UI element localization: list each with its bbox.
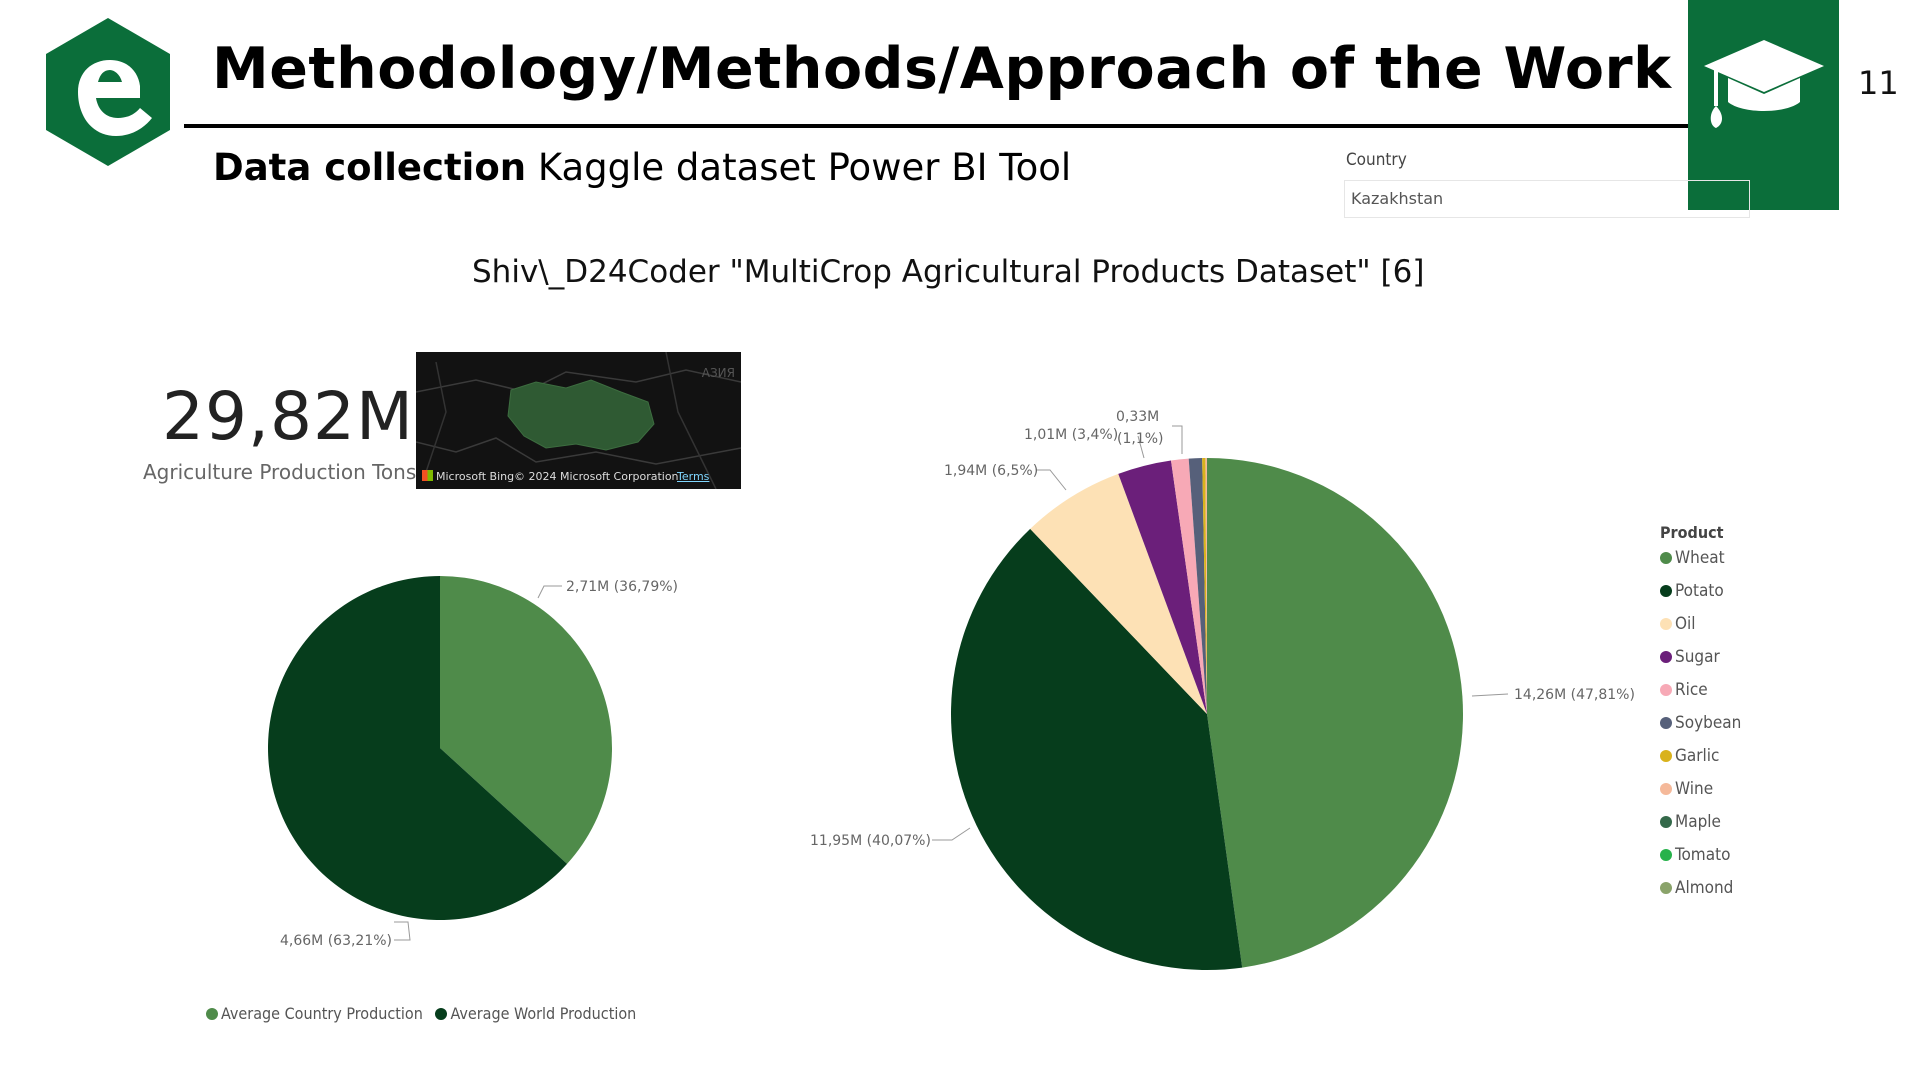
section-subtitle: Data collection Kaggle dataset Power BI … — [213, 146, 1071, 189]
legend-label: Almond — [1675, 878, 1734, 898]
leader-line — [1172, 425, 1183, 454]
pie-slice-rice[interactable] — [1170, 458, 1207, 714]
subtitle-rest: Kaggle dataset Power BI Tool — [526, 146, 1072, 189]
map-shapes — [416, 352, 741, 489]
data-label: (1,1%) — [1117, 431, 1164, 447]
legend-dot — [1660, 717, 1672, 729]
legend-item-garlic[interactable]: Garlic — [1660, 746, 1741, 779]
legend-item-country[interactable]: Average Country Production — [206, 1004, 423, 1023]
leader-line — [394, 921, 411, 941]
legend-label: Maple — [1675, 812, 1721, 832]
legend-dot — [1660, 552, 1672, 564]
country-slicer[interactable]: Country Kazakhstan — [1344, 146, 1750, 218]
data-label: 4,66M (63,21%) — [280, 933, 392, 949]
pie-slice-average-country-production[interactable] — [440, 576, 612, 864]
graduation-cap-icon — [1704, 40, 1824, 128]
pie-slice-soybean[interactable] — [1188, 458, 1207, 714]
legend-label: Garlic — [1675, 746, 1720, 766]
pie-slice-wheat[interactable] — [1207, 458, 1464, 968]
leader-line — [1036, 469, 1067, 491]
slicer-dropdown[interactable]: Kazakhstan — [1344, 180, 1750, 218]
pie-slice-average-world-production[interactable] — [268, 576, 568, 920]
legend-label: Rice — [1675, 680, 1708, 700]
legend-dot — [1660, 816, 1672, 828]
legend-item-rice[interactable]: Rice — [1660, 680, 1741, 713]
header-badge — [1688, 0, 1839, 210]
slicer-label: Country — [1346, 150, 1407, 170]
legend-label: Sugar — [1675, 647, 1720, 667]
legend-label: Wine — [1675, 779, 1714, 799]
legend-item-almond[interactable]: Almond — [1660, 878, 1741, 911]
page-title: Methodology/Methods/Approach of the Work — [212, 36, 1672, 102]
legend-item-wheat[interactable]: Wheat — [1660, 548, 1741, 581]
data-label: 2,71M (36,79%) — [566, 579, 678, 595]
legend-right: Product Wheat Potato Oil Sugar Rice Soybean Ga… — [1660, 523, 1741, 911]
legend-left: Average Country Production Average World… — [206, 1004, 644, 1023]
leader-line — [1137, 435, 1145, 459]
title-divider — [184, 124, 1692, 128]
map-copyright: © 2024 Microsoft Corporation — [514, 470, 679, 483]
kpi-label: Agriculture Production Tons — [143, 460, 417, 484]
map-terms-link[interactable]: Terms — [677, 470, 710, 483]
legend-item-maple[interactable]: Maple — [1660, 812, 1741, 845]
legend-title: Product — [1660, 523, 1724, 542]
microsoft-logo-icon — [422, 470, 433, 481]
map-provider: Microsoft Bing — [422, 470, 514, 483]
legend-item-oil[interactable]: Oil — [1660, 614, 1741, 647]
legend-dot — [1660, 684, 1672, 696]
pie-slice-garlic[interactable] — [1202, 458, 1207, 714]
data-label: 1,94M (6,5%) — [944, 463, 1038, 479]
slicer-selected-value: Kazakhstan — [1351, 189, 1444, 208]
legend-dot — [206, 1008, 218, 1020]
page-number: 11 — [1858, 64, 1899, 102]
leader-line — [1471, 693, 1509, 697]
leader-line — [932, 827, 971, 841]
legend-item-wine[interactable]: Wine — [1660, 779, 1741, 812]
legend-label: Potato — [1675, 581, 1724, 601]
data-label: 1,01M (3,4%) — [1024, 427, 1118, 443]
kpi-value: 29,82M — [162, 378, 414, 455]
e-hexagon-logo-icon — [46, 18, 170, 166]
legend-item-soybean[interactable]: Soybean — [1660, 713, 1741, 746]
map-provider-text: Microsoft Bing — [436, 470, 515, 483]
legend-item-potato[interactable]: Potato — [1660, 581, 1741, 614]
leader-line — [537, 585, 562, 599]
legend-item-tomato[interactable]: Tomato — [1660, 845, 1741, 878]
dataset-citation: Shiv\_D24Coder "MultiCrop Agricultural P… — [472, 254, 1425, 290]
legend-dot — [1660, 882, 1672, 894]
legend-dot — [1660, 750, 1672, 762]
pie-slice-oil[interactable] — [1030, 473, 1207, 714]
map-region-label: АЗИЯ — [701, 366, 735, 380]
map-visual[interactable]: АЗИЯ Microsoft Bing © 2024 Microsoft Cor… — [416, 352, 741, 489]
legend-dot — [1660, 783, 1672, 795]
legend-dot — [1660, 585, 1672, 597]
legend-label: Oil — [1675, 614, 1696, 634]
subtitle-bold: Data collection — [213, 146, 527, 189]
legend-item-world[interactable]: Average World Production — [435, 1004, 636, 1023]
legend-label: Soybean — [1675, 713, 1742, 733]
legend-item-sugar[interactable]: Sugar — [1660, 647, 1741, 680]
data-label: 14,26M (47,81%) — [1514, 687, 1635, 703]
legend-dot — [1660, 849, 1672, 861]
legend-dot — [1660, 618, 1672, 630]
data-label: 0,33M — [1116, 409, 1159, 425]
legend-dot — [435, 1008, 448, 1020]
pie-slice-potato[interactable] — [951, 528, 1243, 971]
legend-dot — [1660, 651, 1672, 663]
data-label: 11,95M (40,07%) — [810, 833, 931, 849]
pie-slice-sugar[interactable] — [1118, 460, 1207, 714]
legend-label: Tomato — [1675, 845, 1731, 865]
pie-slice-wine[interactable] — [1205, 458, 1207, 714]
legend-label: Wheat — [1675, 548, 1725, 568]
